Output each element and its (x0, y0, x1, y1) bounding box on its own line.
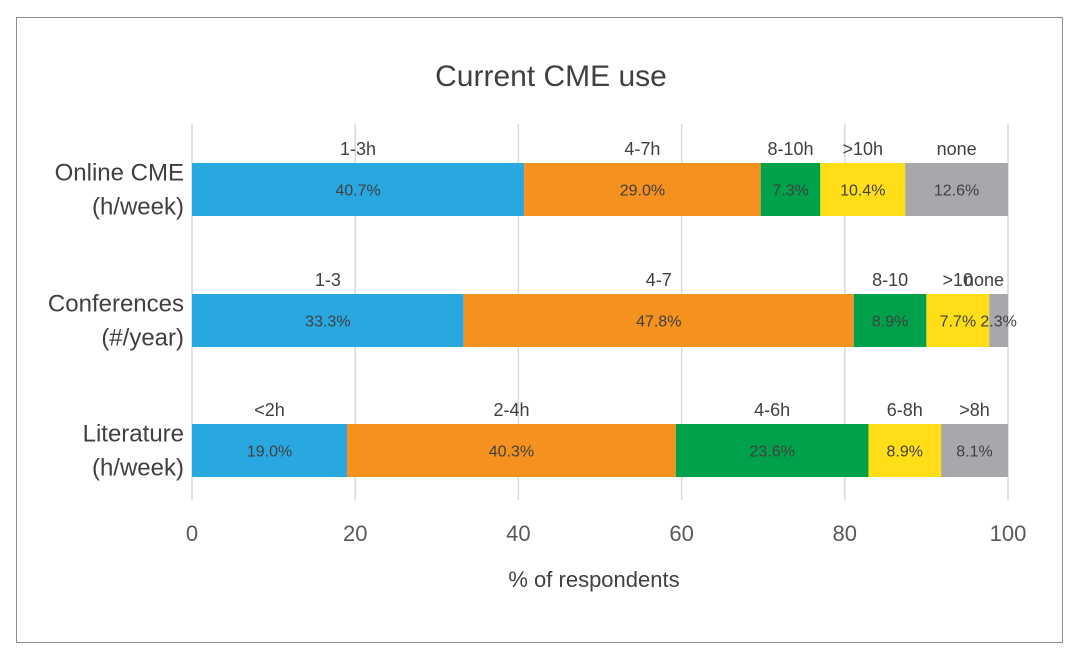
segment-label: >10h (842, 139, 883, 159)
segment-label: >10 (943, 270, 974, 290)
bar-segment (463, 294, 854, 347)
segment-label: 4-6h (754, 400, 790, 420)
value-label: 12.6% (934, 183, 979, 200)
segment-label: 8-10h (768, 139, 814, 159)
category-label: Online CME (55, 160, 184, 187)
bar-segment (820, 163, 906, 216)
segment-label: none (964, 270, 1004, 290)
x-tick-label: 0 (186, 521, 198, 546)
category-label: Literature (83, 421, 184, 448)
x-tick-labels: 0 20 40 60 80 100 (186, 521, 1026, 546)
value-label: 7.3% (772, 183, 808, 200)
value-label: 7.7% (940, 314, 976, 331)
category-label: (h/week) (92, 455, 184, 482)
category-labels: Online CME (h/week) Conferences (#/year) Lit… (48, 160, 184, 482)
value-label: 8.1% (956, 444, 992, 461)
segment-label: <2h (254, 400, 285, 420)
segment-label: none (937, 139, 977, 159)
chart-title: Current CME use (435, 60, 667, 93)
bar-segment (941, 424, 1008, 477)
value-label: 23.6% (749, 444, 794, 461)
bar-segment (989, 294, 1008, 347)
bar-segment (192, 294, 464, 347)
segment-label: 8-10 (872, 270, 908, 290)
value-label: 8.9% (887, 444, 923, 461)
bar-segment (192, 424, 348, 477)
bar-segment (524, 163, 761, 216)
x-tick-label: 100 (990, 521, 1027, 546)
bar-segment (905, 163, 1008, 216)
value-label: 2.3% (980, 314, 1016, 331)
bar-segment (192, 163, 525, 216)
segment-label: 2-4h (493, 400, 529, 420)
bar-segment (347, 424, 676, 477)
value-label: 47.8% (636, 314, 681, 331)
category-label: (#/year) (101, 325, 184, 352)
x-tick-label: 80 (833, 521, 857, 546)
segment-label: 4-7h (624, 139, 660, 159)
bar-segment (868, 424, 942, 477)
value-label: 10.4% (840, 183, 885, 200)
segment-label: 4-7 (646, 270, 672, 290)
bar-segment (675, 424, 869, 477)
segment-label: 1-3h (340, 139, 376, 159)
bar-segment (760, 163, 821, 216)
segment-label: >8h (959, 400, 990, 420)
x-tick-label: 40 (506, 521, 530, 546)
x-axis-title: % of respondents (508, 567, 679, 592)
segment-label: 1-3 (315, 270, 341, 290)
bar-segment (853, 294, 927, 347)
value-labels: 40.7% 29.0% 7.3% 10.4% 12.6% 33.3% 47.8% 8.9% 7.… (247, 183, 1017, 461)
x-tick-label: 60 (669, 521, 693, 546)
value-label: 40.3% (489, 444, 534, 461)
segment-label: 6-8h (887, 400, 923, 420)
value-label: 40.7% (335, 183, 380, 200)
category-label: (h/week) (92, 194, 184, 221)
value-label: 29.0% (620, 183, 665, 200)
bar-segment (926, 294, 990, 347)
value-label: 19.0% (247, 444, 292, 461)
value-label: 33.3% (305, 314, 350, 331)
value-label: 8.9% (872, 314, 908, 331)
x-tick-label: 20 (343, 521, 367, 546)
bars (192, 163, 1008, 477)
category-label: Conferences (48, 291, 184, 318)
